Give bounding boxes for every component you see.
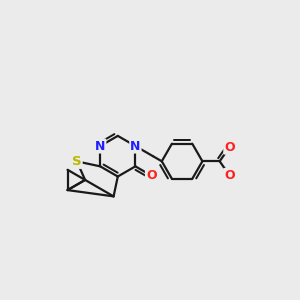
Text: N: N: [95, 140, 105, 152]
Text: O: O: [146, 169, 157, 182]
Text: N: N: [130, 140, 141, 152]
Text: O: O: [224, 141, 235, 154]
Text: S: S: [72, 155, 82, 168]
Text: O: O: [224, 169, 235, 182]
